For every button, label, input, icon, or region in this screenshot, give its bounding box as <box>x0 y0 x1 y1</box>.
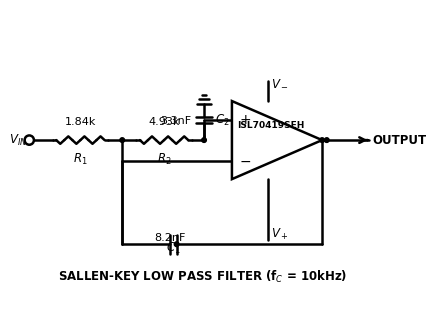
Polygon shape <box>232 101 322 179</box>
Text: ISL70419SEH: ISL70419SEH <box>238 121 305 130</box>
Text: 8.2nF: 8.2nF <box>154 233 185 243</box>
Text: 3.3nF: 3.3nF <box>161 116 192 125</box>
Circle shape <box>202 138 206 142</box>
Text: 4.93k: 4.93k <box>148 117 180 127</box>
Text: SALLEN-KEY LOW PASS FILTER (f$_C$ = 10kHz): SALLEN-KEY LOW PASS FILTER (f$_C$ = 10kH… <box>57 269 347 285</box>
Text: $V_{IN}$: $V_{IN}$ <box>9 133 27 148</box>
Text: OUTPUT: OUTPUT <box>372 133 426 146</box>
Circle shape <box>120 138 124 142</box>
Text: $R_1$: $R_1$ <box>73 152 88 167</box>
Text: $V_+$: $V_+$ <box>271 227 289 243</box>
Circle shape <box>324 138 329 142</box>
Text: 1.84k: 1.84k <box>65 117 96 127</box>
Text: $V_-$: $V_-$ <box>271 76 289 89</box>
Circle shape <box>320 138 324 142</box>
Text: $R_2$: $R_2$ <box>157 152 172 167</box>
Text: $+$: $+$ <box>239 113 251 127</box>
Circle shape <box>174 242 179 247</box>
Text: $-$: $-$ <box>239 154 251 167</box>
Text: $C_2$: $C_2$ <box>215 113 230 128</box>
Text: $C_1$: $C_1$ <box>166 241 181 256</box>
